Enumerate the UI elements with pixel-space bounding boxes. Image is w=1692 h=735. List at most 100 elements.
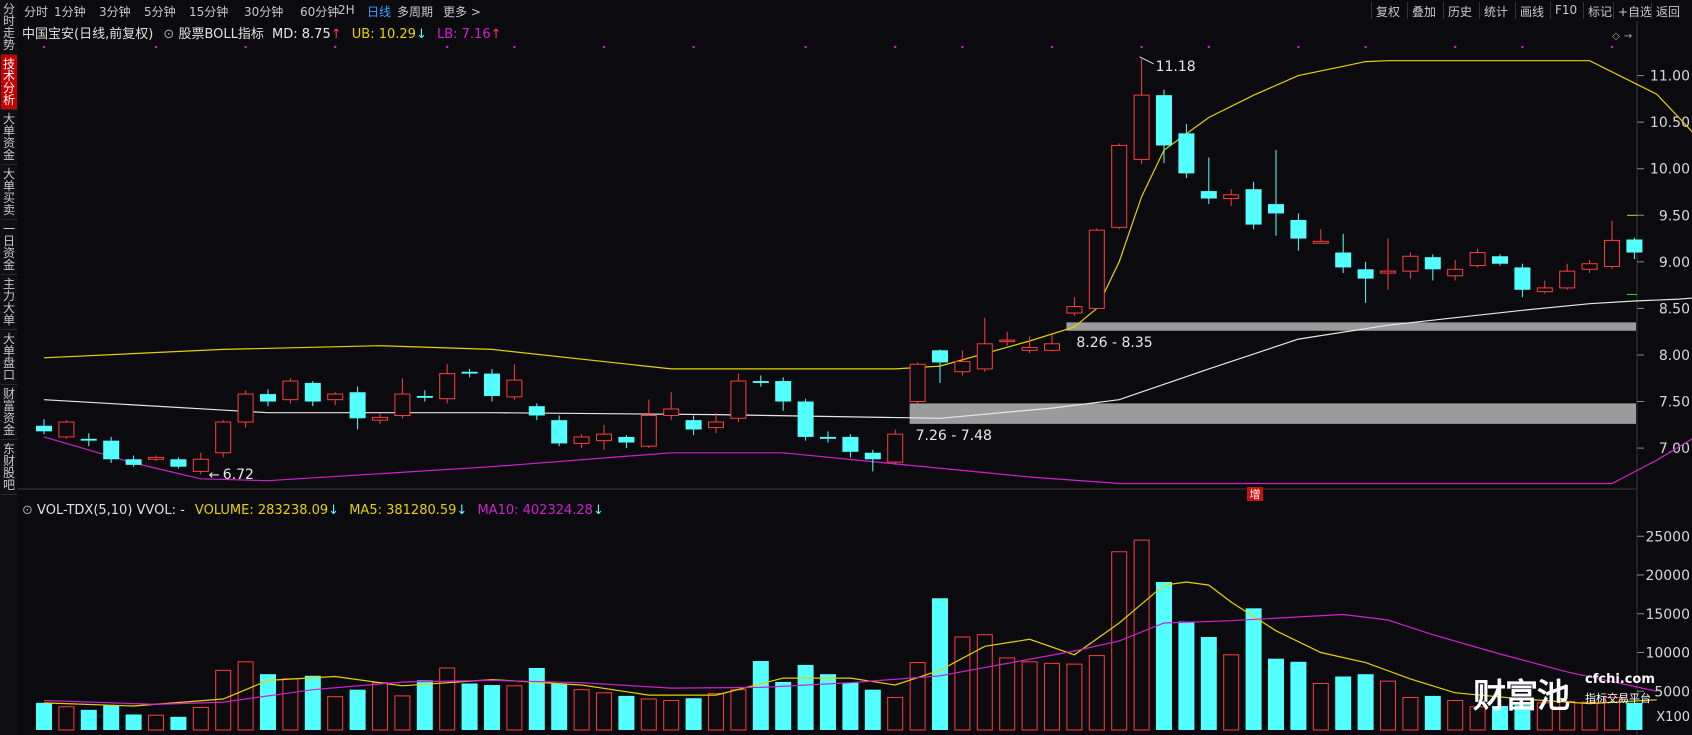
candle-body-down xyxy=(1514,267,1531,290)
sidebar-item-8[interactable]: 东财股吧 xyxy=(1,440,17,495)
candle-body-up xyxy=(1088,229,1105,309)
volume-bar-down xyxy=(304,675,321,730)
ma5-arrow: ↓ xyxy=(456,503,468,518)
toolbar-separator xyxy=(1443,2,1444,19)
candle xyxy=(1200,157,1217,205)
event-dot xyxy=(42,45,46,49)
volume-bar-up xyxy=(573,689,590,731)
period-tab-6[interactable]: 60分钟 xyxy=(300,5,340,19)
tool-button-6[interactable]: 标记 xyxy=(1588,5,1613,19)
volume-bar-down xyxy=(349,689,366,730)
stock-chart[interactable]: 7.007.508.008.509.009.5010.0010.5011.00 … xyxy=(18,21,1692,735)
candle xyxy=(618,435,635,449)
candle xyxy=(58,420,75,439)
volume-bar-down xyxy=(1514,705,1531,730)
md-value: MD: 8.75 xyxy=(272,27,331,42)
volume-bar-down xyxy=(1335,676,1352,730)
period-tab-9[interactable]: 多周期 xyxy=(397,5,434,19)
volume-bar-down xyxy=(80,709,97,730)
candle-body-down xyxy=(304,382,321,402)
candle xyxy=(1536,280,1553,294)
tool-button-8[interactable]: 返回 xyxy=(1656,5,1681,19)
sidebar-item-2[interactable]: 大单资金 xyxy=(1,110,17,165)
sidebar-item-0[interactable]: 分时走势 xyxy=(1,0,17,55)
volume-bar-up xyxy=(1447,700,1464,731)
volume-unit-label: X100 xyxy=(1656,710,1690,725)
toolbar-separator xyxy=(1613,2,1614,19)
candle-body-down xyxy=(1492,256,1508,264)
period-tab-8[interactable]: 日线 xyxy=(367,5,392,19)
sidebar-item-3[interactable]: 大单买卖 xyxy=(1,165,17,220)
tool-button-5[interactable]: F10 xyxy=(1555,3,1578,17)
volume-bar-down xyxy=(820,674,836,730)
sidebar-item-7[interactable]: 财富资金 xyxy=(1,385,17,440)
tool-button-0[interactable]: 复权 xyxy=(1376,5,1401,19)
candle xyxy=(1581,259,1598,274)
event-dot xyxy=(1140,45,1143,49)
tool-button-7[interactable]: +自选 xyxy=(1618,5,1653,19)
volume-bar-up xyxy=(1536,702,1553,731)
candle-body-down xyxy=(125,459,142,465)
volume-bar-down xyxy=(484,685,500,730)
event-dot xyxy=(894,45,897,49)
candle xyxy=(775,377,792,411)
candle xyxy=(148,455,164,462)
candle xyxy=(596,424,612,450)
period-tab-2[interactable]: 3分钟 xyxy=(99,5,131,19)
candle-body-up xyxy=(730,380,747,419)
candle xyxy=(1133,58,1150,165)
volume-bar-down xyxy=(864,689,881,730)
candle-body-down xyxy=(775,381,792,402)
candle xyxy=(640,399,657,449)
tool-button-4[interactable]: 画线 xyxy=(1520,5,1545,19)
candle-body-up xyxy=(1581,263,1598,270)
event-dot xyxy=(692,45,695,49)
vol-indicator-name[interactable]: VOL-TDX(5,10) VVOL: - xyxy=(37,503,185,518)
candle-body-down xyxy=(842,436,859,452)
sidebar-item-4[interactable]: 一日资金 xyxy=(1,220,17,275)
candle-body-up xyxy=(1536,287,1553,293)
candle xyxy=(528,403,545,421)
candle-body-down xyxy=(685,420,702,430)
tool-button-3[interactable]: 统计 xyxy=(1484,5,1509,19)
settings-icon[interactable]: ⊙ xyxy=(163,27,175,42)
period-tab-0[interactable]: 分时 xyxy=(24,5,49,19)
candle-body-up xyxy=(1044,343,1060,351)
candle-body-up xyxy=(887,433,904,463)
event-markers xyxy=(42,45,1614,49)
volume-bar-down xyxy=(1290,661,1307,730)
watermark-logo: 财富池 cfchi.com 指标交易平台 xyxy=(1473,669,1663,715)
diamond-icon: ◇ xyxy=(1612,31,1620,42)
event-dot xyxy=(1050,45,1054,49)
period-tab-4[interactable]: 15分钟 xyxy=(189,5,229,19)
period-tab-1[interactable]: 1分钟 xyxy=(54,5,86,19)
volume-bar-up xyxy=(1066,663,1083,731)
candle-body-up xyxy=(640,415,657,447)
settings-icon[interactable]: ⊙ xyxy=(22,503,33,518)
sidebar-item-5[interactable]: 主力大单 xyxy=(1,275,17,330)
volume-bar-up xyxy=(58,706,75,731)
period-tab-10[interactable]: 更多 > xyxy=(443,5,481,19)
sidebar-item-6[interactable]: 大单盘口 xyxy=(1,330,17,385)
volume-bar-down xyxy=(775,681,792,730)
candle-body-up xyxy=(372,416,388,421)
candle-body-up xyxy=(1469,252,1486,267)
candle-body-up xyxy=(909,363,926,403)
tool-button-2[interactable]: 历史 xyxy=(1448,5,1473,19)
period-tab-3[interactable]: 5分钟 xyxy=(144,5,176,19)
volume-bar-down xyxy=(170,716,187,730)
event-dot xyxy=(1521,45,1524,49)
tool-button-1[interactable]: 叠加 xyxy=(1412,5,1437,19)
watermark-brand: 财富池 xyxy=(1473,676,1570,715)
vertical-nav-sidebar: 分时走势 技术分析 大单资金 大单买卖 一日资金 主力大单 大单盘口 财富资金 东财股吧 xyxy=(0,0,19,735)
candle xyxy=(349,386,366,430)
price-zones xyxy=(909,322,1636,424)
period-tab-5[interactable]: 30分钟 xyxy=(244,5,284,19)
candle xyxy=(170,457,187,469)
sidebar-item-1[interactable]: 技术分析 xyxy=(1,55,17,110)
boll-indicator-name[interactable]: 股票BOLL指标 xyxy=(178,27,264,42)
volume-bar-down xyxy=(618,695,635,730)
candle xyxy=(416,390,433,402)
period-tab-7[interactable]: 2H xyxy=(338,3,355,17)
candle xyxy=(573,434,590,449)
